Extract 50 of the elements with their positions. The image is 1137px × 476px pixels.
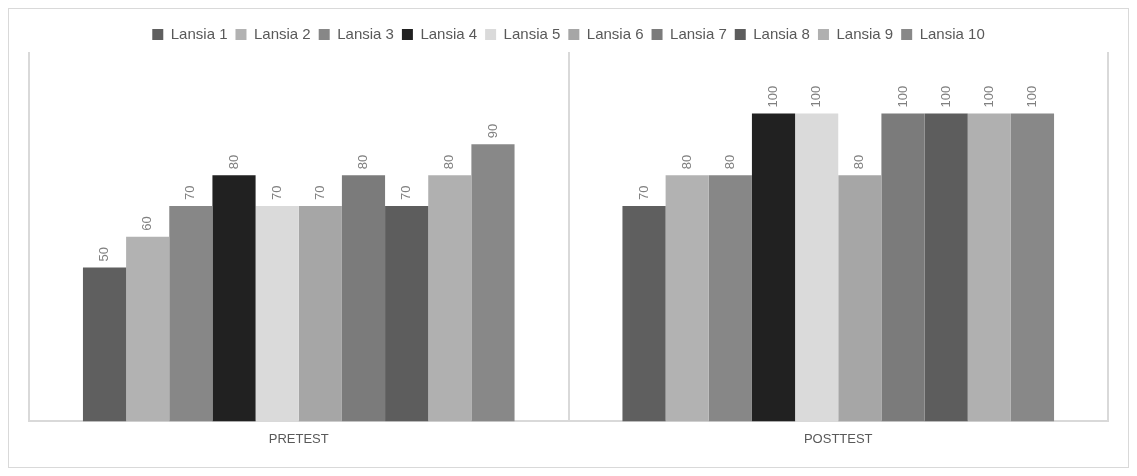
data-label: 80 [678, 154, 694, 170]
legend-label: Lansia 10 [919, 24, 985, 42]
legend-label: Lansia 5 [503, 24, 561, 42]
data-label: 100 [808, 85, 824, 108]
data-label: 70 [182, 185, 198, 200]
bar [169, 205, 213, 422]
data-label: 80 [225, 154, 241, 170]
x-tick-label: POSTTEST [803, 430, 873, 446]
bar [428, 175, 472, 422]
bar [82, 267, 127, 422]
data-label: 100 [1024, 85, 1040, 108]
bar [212, 175, 256, 422]
data-label: 100 [937, 85, 953, 108]
bar [126, 236, 170, 422]
bar [881, 113, 925, 422]
data-label: 100 [980, 85, 996, 108]
data-label: 100 [894, 85, 910, 108]
data-label: 70 [635, 185, 651, 200]
bar [622, 205, 666, 422]
bar [838, 175, 882, 422]
data-label: 80 [355, 154, 371, 170]
bar [924, 113, 968, 422]
legend-label: Lansia 9 [836, 24, 894, 42]
legend-label: Lansia 4 [420, 24, 478, 42]
legend-label: Lansia 6 [586, 24, 644, 42]
data-label: 70 [268, 185, 284, 200]
bar [385, 205, 429, 422]
x-tick-label: PRETEST [268, 430, 329, 446]
bar [471, 144, 515, 422]
bar [751, 113, 796, 422]
data-label: 80 [851, 154, 867, 170]
data-label: 80 [721, 154, 737, 170]
legend-label: Lansia 1 [170, 24, 228, 42]
data-label: 50 [96, 247, 112, 262]
bar [341, 175, 386, 422]
legend-label: Lansia 3 [337, 24, 394, 42]
data-label: 60 [139, 216, 155, 231]
data-label: 70 [398, 185, 414, 200]
bar [967, 113, 1011, 422]
data-label: 80 [441, 154, 457, 170]
legend-label: Lansia 2 [253, 24, 311, 42]
data-label: 100 [765, 85, 781, 108]
legend-label: Lansia 7 [670, 24, 727, 42]
bar [298, 205, 342, 422]
data-label: 90 [484, 123, 500, 139]
bar [1010, 113, 1055, 422]
bar [665, 175, 709, 422]
bar [708, 175, 752, 422]
legend-label: Lansia 8 [753, 24, 810, 42]
data-label: 70 [311, 185, 327, 200]
